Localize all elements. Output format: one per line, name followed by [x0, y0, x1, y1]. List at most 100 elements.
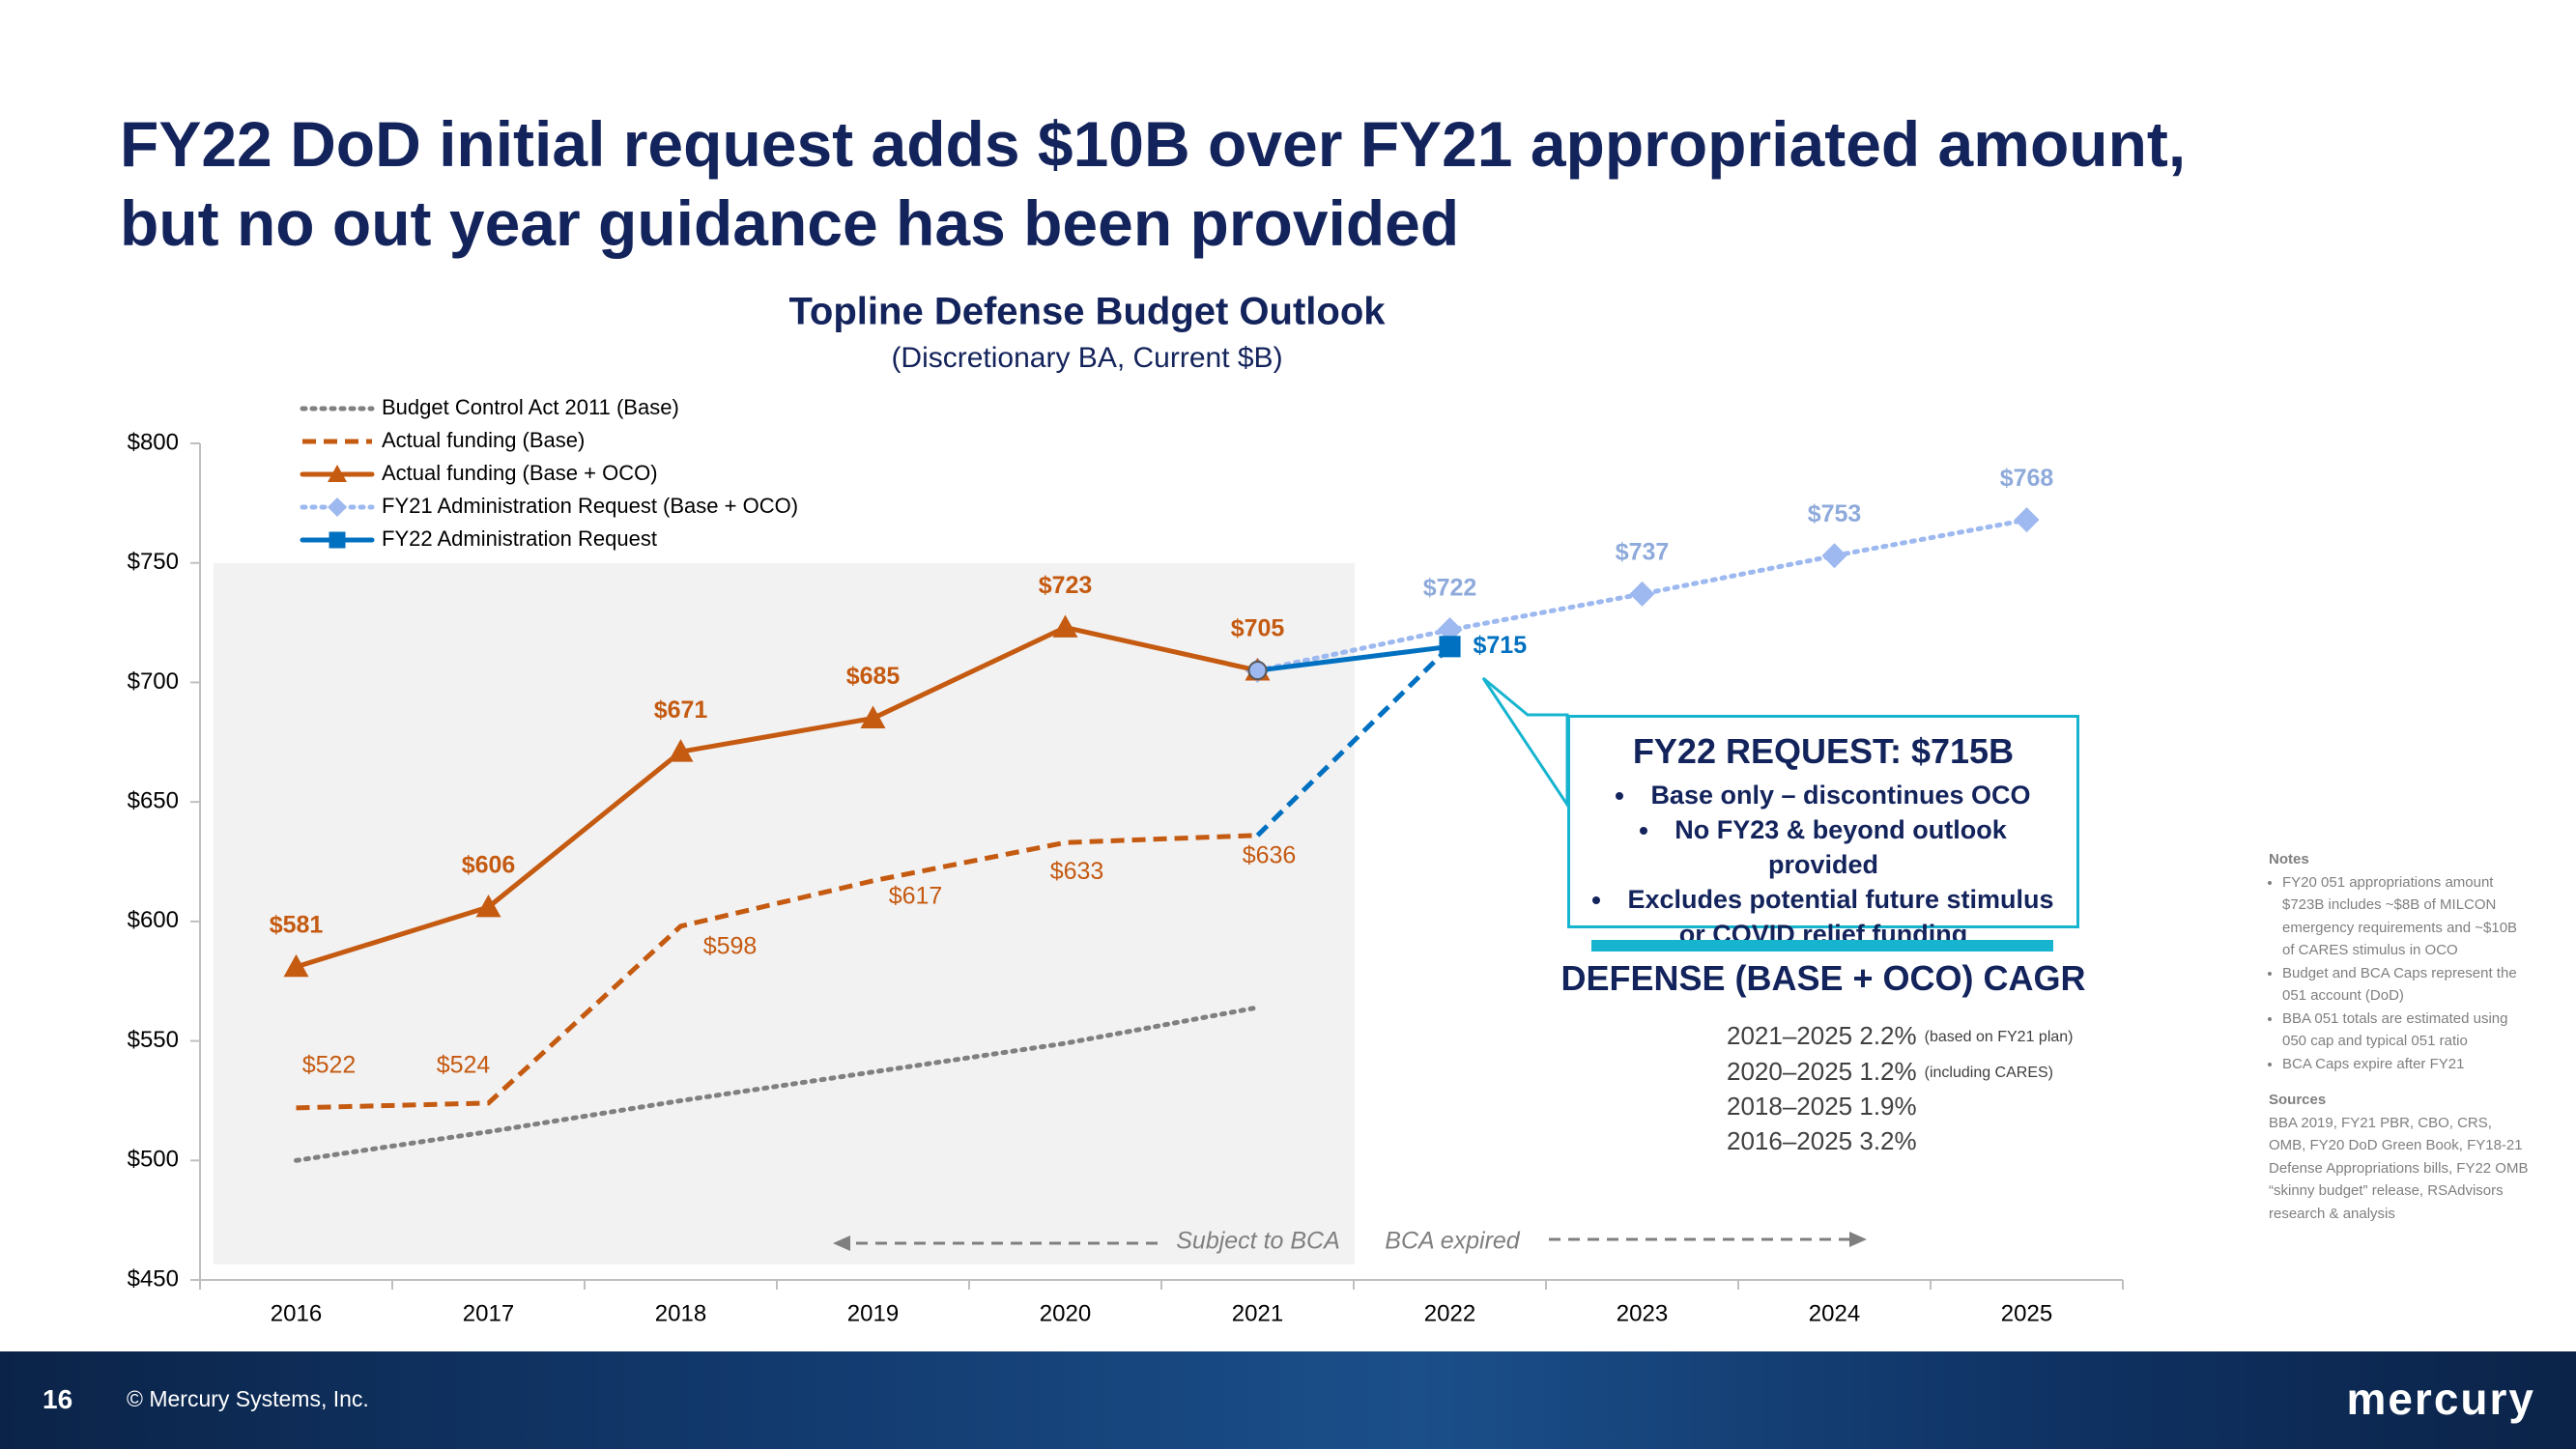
annotation: Subject to BCA: [1176, 1228, 1340, 1255]
cagr-text: 2016–2025 3.2%: [1727, 1125, 1917, 1155]
data-label: $737: [1616, 538, 1670, 565]
cagr-text: 2018–2025 1.9%: [1727, 1092, 1917, 1121]
legend-label: Actual funding (Base + OCO): [382, 461, 658, 485]
cagr-row: 2018–2025 1.9%: [1727, 1090, 2074, 1124]
cagr-list: 2021–2025 2.2% (based on FY21 plan) 2020–…: [1727, 1019, 2074, 1158]
title-line: FY22 DoD initial request adds $10B over …: [120, 108, 2187, 180]
data-label: $581: [270, 911, 324, 938]
legend-label: Budget Control Act 2011 (Base): [382, 395, 679, 419]
cagr-note: (including CARES): [1924, 1064, 2054, 1081]
cagr-title: DEFENSE (BASE + OCO) CAGR: [1560, 958, 2086, 998]
callout-box: FY22 REQUEST: $715B Base only – disconti…: [1567, 715, 2079, 949]
cagr-row: 2021–2025 2.2% (based on FY21 plan): [1727, 1019, 2074, 1055]
title-line: but no out year guidance has been provid…: [120, 187, 1460, 259]
x-tick-label: 2023: [1617, 1300, 1668, 1326]
point: [860, 705, 886, 728]
x-tick-label: 2022: [1424, 1300, 1475, 1326]
data-label: $633: [1050, 858, 1104, 885]
cagr-text: 2021–2025 2.2%: [1727, 1021, 1917, 1050]
series-line: [294, 1005, 1260, 1163]
y-tick-label: $500: [128, 1147, 179, 1173]
note-item: BCA Caps expire after FY21: [2282, 1053, 2532, 1076]
point: [1052, 614, 1078, 638]
point: [1247, 661, 1268, 681]
cagr-note: (based on FY21 plan): [1924, 1029, 2074, 1045]
arrow-head: [833, 1236, 850, 1251]
callout-list: Base only – discontinues OCO No FY23 & b…: [1589, 778, 2057, 952]
legend-marker: [329, 531, 346, 549]
arrow-head: [1849, 1232, 1867, 1247]
data-label: $522: [302, 1051, 357, 1078]
y-tick-label: $750: [128, 549, 179, 575]
logo: mercury: [2346, 1374, 2535, 1424]
data-label: $524: [437, 1052, 491, 1079]
series-line: [1255, 643, 1452, 673]
legend-label: FY21 Administration Request (Base + OCO): [382, 494, 798, 518]
connector-line: [1255, 644, 1452, 838]
point: [1821, 543, 1847, 569]
chart-subtitle: (Discretionary BA, Current $B): [891, 342, 1282, 374]
data-label: $753: [1808, 500, 1862, 527]
note-item: FY20 051 appropriations amount $723B inc…: [2282, 871, 2532, 962]
y-tick-label: $450: [128, 1265, 179, 1292]
legend-label: FY22 Administration Request: [382, 526, 657, 551]
x-tick-label: 2017: [463, 1300, 514, 1326]
callout-title: FY22 REQUEST: $715B: [1632, 731, 2015, 771]
data-label: $617: [889, 882, 943, 909]
page-number: 16: [43, 1384, 73, 1414]
y-tick-label: $700: [128, 668, 179, 695]
point: [2014, 507, 2040, 533]
chart-title: Topline Defense Budget Outlook: [788, 291, 1386, 333]
data-label: $598: [703, 932, 758, 959]
series-line: [294, 624, 1260, 970]
data-label: $606: [462, 852, 516, 879]
x-tick-label: 2024: [1809, 1300, 1860, 1326]
y-tick-label: $550: [128, 1027, 179, 1053]
x-tick-label: 2016: [271, 1300, 322, 1326]
annotation: BCA expired: [1385, 1228, 1521, 1255]
sources-title: Sources: [2269, 1092, 2327, 1108]
bca-region: [214, 563, 1355, 1264]
callout-bullet: Base only – discontinues OCO: [1589, 778, 2057, 812]
copyright: © Mercury Systems, Inc.: [127, 1386, 369, 1411]
point: [283, 953, 309, 978]
point: [1439, 636, 1461, 658]
callout-pointer: [1481, 676, 1569, 810]
data-label: $723: [1039, 572, 1093, 599]
point: [1629, 581, 1655, 607]
data-label: $705: [1231, 615, 1285, 642]
y-tick-label: $650: [128, 787, 179, 813]
notes-list: FY20 051 appropriations amount $723B inc…: [2269, 871, 2532, 1076]
data-label: $636: [1243, 841, 1297, 868]
data-label: $671: [654, 696, 708, 724]
data-label: $685: [846, 663, 901, 690]
notes-title: Notes: [2269, 851, 2309, 867]
series-line: [296, 833, 1258, 1111]
sources: BBA 2019, FY21 PBR, CBO, CRS, OMB, FY20 …: [2269, 1114, 2529, 1222]
x-tick-label: 2021: [1232, 1300, 1283, 1326]
x-tick-label: 2018: [655, 1300, 706, 1326]
x-tick-label: 2025: [2001, 1300, 2052, 1326]
slide-title: FY22 DoD initial request adds $10B over …: [120, 104, 2186, 263]
y-tick-label: $600: [128, 907, 179, 933]
footer: 16 © Mercury Systems, Inc. mercury: [0, 1351, 2576, 1449]
callout-bullet: No FY23 & beyond outlook provided: [1589, 812, 2057, 882]
point: [475, 895, 501, 918]
point: [668, 739, 694, 762]
cagr-text: 2020–2025 1.2%: [1727, 1056, 1917, 1086]
note-item: BBA 051 totals are estimated using 050 c…: [2282, 1008, 2532, 1053]
chart: Topline Defense Budget Outlook (Discreti…: [128, 291, 2124, 1326]
legend-marker: [328, 497, 347, 517]
legend-marker: [328, 465, 347, 482]
notes: Notes FY20 051 appropriations amount $72…: [2269, 848, 2532, 1225]
cagr-bar: [1591, 940, 2053, 952]
data-label: $768: [2000, 465, 2054, 492]
data-label: $715: [1474, 632, 1528, 659]
cagr-row: 2016–2025 3.2%: [1727, 1124, 2074, 1159]
x-tick-label: 2019: [847, 1300, 899, 1326]
legend-label: Actual funding (Base): [382, 428, 585, 452]
data-label: $722: [1423, 575, 1477, 602]
y-tick-label: $800: [128, 429, 179, 455]
note-item: Budget and BCA Caps represent the 051 ac…: [2282, 962, 2532, 1008]
